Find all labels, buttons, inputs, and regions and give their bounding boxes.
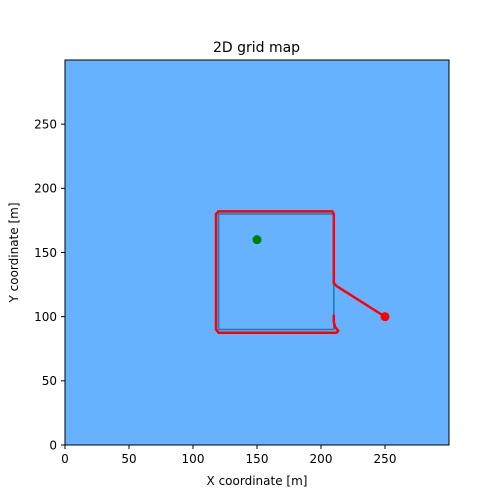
y-tick-label: 150 [34,246,57,260]
current-position-point [380,312,390,322]
goal-point [252,235,262,245]
x-axis-label: X coordinate [m] [207,474,308,488]
y-tick-label: 250 [34,117,57,131]
y-tick-label: 50 [42,374,57,388]
x-tick-label: 250 [374,452,397,466]
series-layer [214,210,390,334]
y-tick-label: 100 [34,310,57,324]
x-tick-label: 50 [121,452,136,466]
x-tick-label: 0 [61,452,69,466]
y-axis-label: Y coordinate [m] [7,202,21,303]
y-tick-label: 0 [49,438,57,452]
plot-area [65,60,449,445]
y-tick-label: 200 [34,182,57,196]
x-axis: 0 50 100 150 200 250 [61,445,396,466]
x-tick-label: 100 [182,452,205,466]
y-axis: 0 50 100 150 200 250 [34,117,65,452]
x-tick-label: 150 [246,452,269,466]
x-tick-label: 200 [310,452,333,466]
chart-title: 2D grid map [213,40,300,56]
trajectory-line [214,210,387,334]
